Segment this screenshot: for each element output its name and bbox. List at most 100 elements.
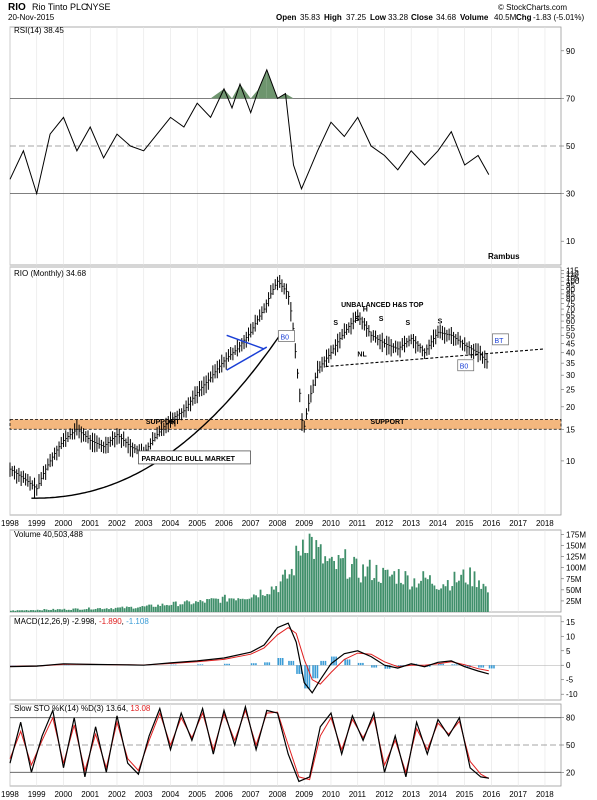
macd-histogram-bar (264, 662, 266, 666)
volume-bar (217, 598, 220, 612)
x-axis-bottom-tick-label: 2008 (268, 790, 286, 799)
macd-histogram-bar (306, 665, 309, 689)
triangle-lower-line (226, 346, 268, 371)
rsi-tick-label: 70 (566, 94, 575, 103)
rsi-overbought-fill (232, 84, 241, 99)
macd-histogram-bar (308, 665, 311, 689)
x-axis-bottom-tick-label: 1999 (28, 790, 46, 799)
price-tick-label: 40 (566, 349, 575, 358)
volume-bar (353, 556, 356, 612)
volume-bar (451, 586, 454, 612)
x-axis-bottom-tick-label: 2010 (322, 790, 340, 799)
rsi-line (9, 68, 490, 196)
x-axis-bottom-tick-label: 2000 (54, 790, 72, 799)
volume-tick-label: 50M (566, 586, 582, 595)
volume-bar (252, 594, 255, 612)
volume-bar (466, 584, 469, 612)
triangle-upper-line (226, 334, 265, 350)
volume-tick-label: 125M (566, 553, 586, 562)
volume-bar (94, 608, 97, 612)
volume-bar (208, 599, 211, 612)
macd-histogram-bar (226, 663, 228, 666)
rsi-overbought-fill (285, 93, 294, 99)
volume-bar (114, 607, 117, 612)
volume-bar (195, 601, 197, 612)
volume-bar (355, 558, 358, 612)
exchange-label: NYSE (86, 2, 111, 12)
x-axis-tick-label: 1998 (1, 519, 19, 528)
macd-histogram-bar (63, 664, 66, 666)
volume-bar (152, 606, 155, 612)
volume-bar (335, 569, 338, 612)
volume-bar (246, 599, 249, 612)
volume-bar (241, 598, 244, 612)
volume-bar (59, 609, 61, 612)
volume-bar (215, 598, 217, 612)
volume-bar (210, 598, 213, 612)
volume-bar (137, 607, 139, 612)
volume-bar (103, 608, 106, 612)
volume-bar (395, 583, 398, 612)
x-axis-bottom-tick-label: 2002 (108, 790, 126, 799)
volume-bar (16, 610, 19, 612)
volume-bar (163, 605, 166, 612)
macd-histogram-bar (357, 662, 360, 666)
volume-bar (244, 599, 246, 612)
rsi-tick-label: 50 (566, 142, 575, 151)
price-tick-label: 50 (566, 331, 575, 340)
rambus-label: Rambus (488, 252, 520, 261)
volume-bar (310, 536, 313, 612)
volume-bar (408, 589, 411, 612)
volume-bar (125, 606, 128, 612)
annotation-label: S (438, 319, 443, 326)
volume-bar (23, 610, 26, 612)
macd-histogram-bar (344, 659, 346, 666)
volume-bar (192, 603, 195, 612)
x-axis-bottom-tick-label: 2001 (81, 790, 99, 799)
macd-histogram-bar (268, 662, 271, 666)
price-tick-label: 30 (566, 371, 575, 380)
close-value: 34.68 (436, 13, 457, 22)
macd-histogram-bar (346, 659, 349, 666)
volume-bar (446, 580, 449, 612)
volume-bar (482, 583, 485, 612)
macd-histogram-bar (201, 664, 204, 666)
price-tick-label: 45 (566, 340, 575, 349)
macd-histogram-bar (223, 663, 226, 666)
rsi-tick-label: 90 (566, 47, 575, 56)
annotation-label: SUPPORT (146, 419, 181, 426)
volume-bar (281, 574, 284, 612)
macd-histogram-bar (298, 665, 300, 674)
volume-bar (478, 580, 480, 612)
volume-bar (112, 609, 115, 612)
volume-bar (348, 577, 351, 612)
x-axis-tick-label: 2008 (268, 519, 286, 528)
volume-bar (159, 605, 162, 612)
high-label: High (324, 13, 342, 22)
volume-bar (279, 581, 282, 612)
volume-bar (166, 604, 168, 612)
volume-bar (14, 610, 17, 612)
volume-bar (464, 582, 467, 612)
macd-histogram-bar (388, 665, 391, 669)
macd-legend-value: -2.998 (72, 617, 95, 626)
volume-bar (344, 549, 347, 612)
macd-histogram-bar (480, 665, 482, 668)
x-axis-bottom-tick-label: 2003 (135, 790, 153, 799)
annotation-label: S (355, 316, 360, 323)
volume-bar (50, 609, 52, 612)
x-axis-bottom-tick-label: 2011 (349, 790, 367, 799)
volume-bar (342, 558, 344, 612)
price-tick-label: 90 (566, 285, 575, 294)
volume-bar (286, 578, 289, 612)
macd-histogram-bar (464, 665, 467, 668)
volume-label: Volume (460, 13, 489, 22)
x-axis-bottom-tick-label: 2007 (242, 790, 260, 799)
x-axis-bottom-tick-label: 2005 (188, 790, 206, 799)
volume-bar (368, 559, 371, 612)
volume-bar (72, 608, 75, 612)
volume-bar (404, 571, 407, 612)
volume-bar (259, 589, 262, 612)
macd-histogram-bar (197, 664, 199, 666)
volume-bar (67, 609, 70, 612)
